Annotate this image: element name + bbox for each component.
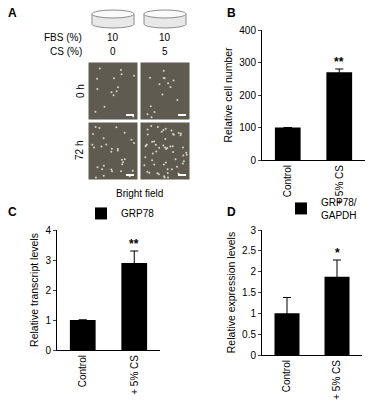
svg-text:1.5: 1.5 — [242, 287, 256, 298]
svg-text:4: 4 — [45, 225, 51, 236]
svg-text:300: 300 — [239, 57, 256, 68]
svg-text:5: 5 — [162, 46, 168, 57]
svg-text:1: 1 — [45, 315, 51, 326]
svg-text:10: 10 — [159, 32, 171, 43]
svg-text:72 h: 72 h — [74, 141, 85, 160]
svg-text:GRP78/GAPDH: GRP78/GAPDH — [321, 197, 357, 221]
svg-text:10: 10 — [107, 32, 119, 43]
svg-text:0.5: 0.5 — [242, 329, 256, 340]
svg-text:D: D — [227, 205, 236, 219]
svg-text:A: A — [8, 6, 17, 20]
svg-text:*: * — [335, 246, 340, 260]
svg-text:CS (%): CS (%) — [50, 46, 82, 57]
svg-text:**: ** — [129, 237, 139, 251]
svg-text:100: 100 — [239, 122, 256, 133]
svg-text:0: 0 — [250, 350, 256, 361]
svg-text:Relative cell number: Relative cell number — [222, 47, 234, 143]
svg-text:1: 1 — [250, 308, 256, 319]
svg-text:Bright field: Bright field — [116, 188, 163, 199]
svg-text:Control: Control — [281, 360, 292, 392]
svg-text:C: C — [8, 205, 17, 219]
svg-text:3: 3 — [250, 225, 256, 236]
svg-text:+ 5% CS: + 5% CS — [333, 165, 345, 205]
svg-text:**: ** — [334, 55, 344, 69]
svg-text:Control: Control — [77, 355, 88, 387]
svg-text:2: 2 — [45, 285, 51, 296]
svg-text:Control: Control — [282, 165, 293, 197]
svg-text:GRP78: GRP78 — [121, 208, 154, 219]
svg-text:0: 0 — [250, 155, 256, 166]
svg-text:0: 0 — [45, 345, 51, 356]
svg-text:Relative transcript levels: Relative transcript levels — [28, 233, 40, 347]
svg-text:Relative expression levels: Relative expression levels — [225, 232, 237, 353]
svg-text:0: 0 — [110, 46, 116, 57]
svg-text:B: B — [227, 6, 236, 20]
svg-text:200: 200 — [239, 90, 256, 101]
svg-text:2.5: 2.5 — [242, 245, 256, 256]
svg-text:+ 5% CS: + 5% CS — [331, 360, 342, 400]
svg-text:0 h: 0 h — [75, 84, 86, 98]
svg-text:3: 3 — [45, 255, 51, 266]
svg-text:2: 2 — [250, 266, 256, 277]
svg-text:400: 400 — [239, 25, 256, 36]
svg-text:FBS (%): FBS (%) — [44, 32, 82, 43]
svg-text:+ 5% CS: + 5% CS — [129, 355, 140, 395]
